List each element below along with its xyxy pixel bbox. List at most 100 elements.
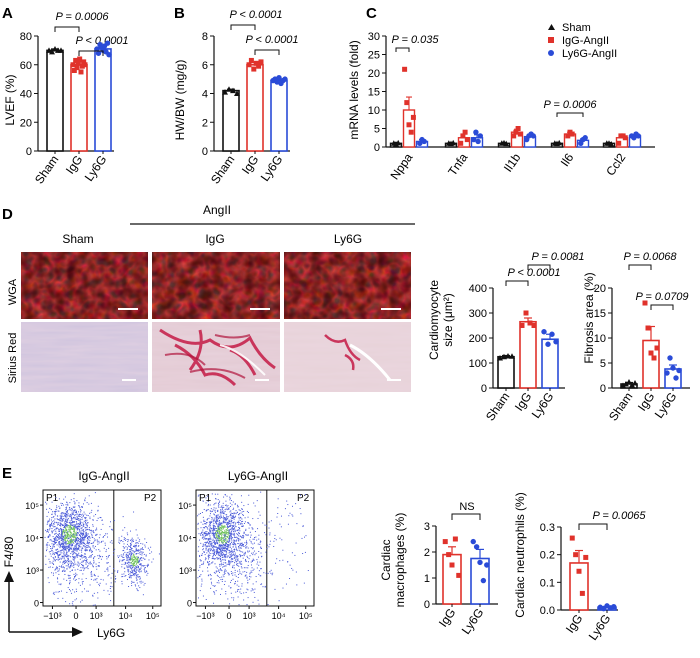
panel-letter-c: C — [366, 5, 377, 22]
facs-event — [217, 542, 219, 544]
facs-event — [81, 561, 83, 563]
facs-event — [78, 514, 80, 516]
facs-event — [207, 562, 209, 564]
facs-event — [201, 511, 203, 513]
legend-label-ly6g: Ly6G-AngII — [562, 48, 617, 60]
facs-event — [53, 511, 55, 513]
y-tick-label: 0.0 — [540, 605, 555, 617]
facs-event — [110, 577, 112, 579]
facs-event — [128, 561, 130, 563]
facs-event — [75, 525, 77, 527]
facs-event — [64, 524, 66, 526]
facs-event — [65, 531, 67, 533]
facs-event — [100, 555, 102, 557]
facs-event — [89, 516, 91, 518]
data-point — [458, 140, 464, 146]
facs-event — [251, 559, 253, 561]
facs-event — [205, 531, 207, 533]
facs-event — [235, 555, 237, 557]
facs-event — [74, 502, 76, 504]
facs-event — [108, 593, 110, 595]
facs-event — [69, 514, 71, 516]
facs-event — [276, 558, 278, 560]
facs-event — [107, 567, 109, 569]
facs-event — [58, 534, 60, 536]
facs-event — [230, 581, 232, 583]
facs-event — [75, 517, 77, 519]
facs-event — [126, 557, 128, 559]
facs-event — [131, 539, 133, 541]
facs-event — [250, 540, 252, 542]
data-point — [58, 47, 64, 53]
facs-event — [220, 560, 222, 562]
facs-event — [245, 567, 247, 569]
facs-event — [261, 583, 263, 585]
facs-event — [131, 537, 133, 539]
facs-event — [75, 527, 77, 529]
facs-event — [74, 561, 76, 563]
facs-event — [200, 534, 202, 536]
data-point — [402, 66, 408, 72]
facs-event — [291, 552, 293, 554]
facs-event — [111, 528, 113, 530]
data-point — [475, 138, 481, 145]
facs-event — [132, 572, 134, 574]
facs-event — [69, 525, 71, 527]
facs-event — [65, 525, 67, 527]
facs-event — [68, 542, 70, 544]
facs-event — [45, 529, 47, 531]
facs-event — [69, 526, 71, 528]
facs-event — [64, 562, 66, 564]
facs-events — [197, 491, 309, 606]
facs-y-tick-label: 0 — [187, 599, 192, 609]
facs-event — [63, 523, 65, 525]
panel-letter-a: A — [2, 5, 13, 22]
facs-event — [134, 550, 136, 552]
facs-event — [144, 565, 146, 567]
facs-event — [69, 531, 71, 533]
facs-event — [220, 511, 222, 513]
facs-event — [62, 524, 64, 526]
facs-event — [232, 546, 234, 548]
facs-event — [56, 515, 58, 517]
facs-event — [198, 513, 200, 515]
facs-event — [258, 573, 260, 575]
facs-event — [45, 555, 47, 557]
facs-event — [64, 533, 66, 535]
facs-event — [238, 535, 240, 537]
facs-event — [209, 513, 211, 515]
facs-event — [74, 569, 76, 571]
facs-event — [225, 565, 227, 567]
facs-event — [55, 549, 57, 551]
facs-event — [221, 588, 223, 590]
facs-event — [54, 510, 56, 512]
facs-event — [260, 552, 262, 554]
facs-event — [226, 545, 228, 547]
facs-event — [79, 513, 81, 515]
facs-event — [54, 542, 56, 544]
panel-b: B HW/BW (mg/g) P < 0.0001 P < 0.0001 024… — [173, 5, 299, 186]
facs-event — [209, 531, 211, 533]
facs-event — [72, 589, 74, 591]
facs-event — [252, 543, 254, 545]
data-point — [553, 339, 559, 345]
facs-event — [236, 560, 238, 562]
facs-event — [247, 534, 249, 536]
facs-event — [229, 515, 231, 517]
facs-event — [260, 575, 262, 577]
facs-event — [58, 522, 60, 524]
facs-event — [52, 536, 54, 538]
facs-event — [224, 517, 226, 519]
facs-event — [126, 557, 128, 559]
facs-event — [67, 519, 69, 521]
facs-event — [215, 542, 217, 544]
facs-event — [62, 540, 64, 542]
facs-event — [130, 558, 132, 560]
facs-event — [76, 538, 78, 540]
facs-event — [224, 548, 226, 550]
facs-event — [71, 539, 73, 541]
facs-event — [53, 559, 55, 561]
facs-event — [110, 590, 112, 592]
facs-event — [241, 542, 243, 544]
facs-event — [97, 565, 99, 567]
